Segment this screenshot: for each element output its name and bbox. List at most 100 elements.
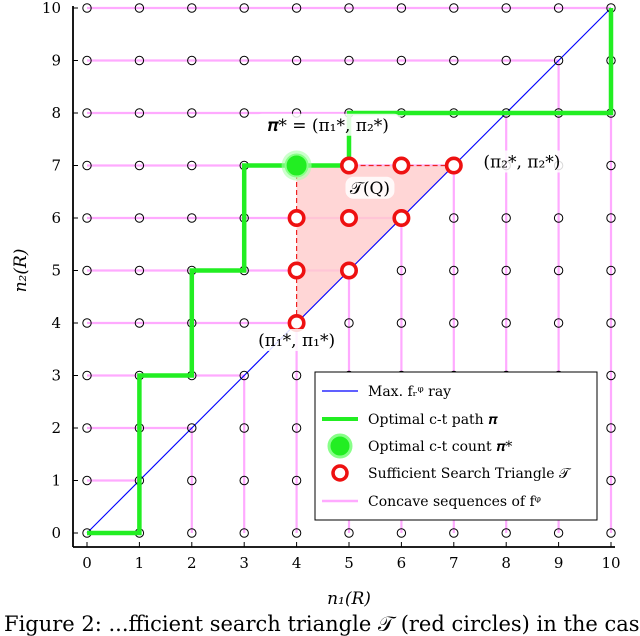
lattice-point-4-3 (291, 370, 302, 381)
lattice-point-4-2 (291, 423, 302, 433)
lattice-point-7-0 (449, 528, 459, 538)
lattice-point-5-10 (344, 3, 354, 13)
legend-swatch-count (327, 433, 353, 459)
lattice-point-10-3 (606, 370, 616, 381)
y-tick-label-10: 10 (42, 0, 61, 17)
x-tick-label-10: 10 (601, 554, 620, 572)
lattice-point-2-8 (187, 108, 197, 118)
lattice-point-0-2 (82, 423, 92, 433)
lattice-point-6-10 (396, 3, 407, 13)
legend-box (314, 371, 598, 521)
lattice-point-8-5 (501, 265, 511, 276)
axes-layer: 0 1 2 3 4 5 6 7 8 9 10 0 1 2 3 4 5 6 7 8 9 10 n₁(R) n₂(R) (11, 0, 621, 609)
y-tick-label-9: 9 (51, 52, 61, 70)
y-tick-label-1: 1 (51, 472, 61, 490)
lattice-point-2-10 (187, 3, 197, 13)
lattice-point-1-5 (134, 265, 145, 276)
triangle-marker-4-4 (287, 313, 306, 332)
lattice-point-8-9 (501, 55, 511, 66)
lattice-point-1-6 (134, 213, 145, 223)
lattice-point-7-9 (449, 55, 459, 66)
x-tick-label-2: 2 (187, 554, 197, 572)
x-tick-label-7: 7 (449, 554, 459, 572)
lattice-point-1-8 (134, 108, 145, 118)
lattice-point-2-1 (187, 475, 197, 486)
y-tick-label-7: 7 (51, 157, 61, 175)
x-tick-label-8: 8 (501, 554, 511, 572)
lattice-point-0-10 (82, 3, 92, 13)
lattice-point-5-0 (344, 528, 354, 538)
lattice-point-9-6 (553, 213, 564, 223)
triangle-marker-5-5 (339, 261, 358, 280)
lattice-point-2-2 (187, 423, 197, 433)
lattice-point-5-4 (344, 318, 354, 328)
x-tick-label-9: 9 (554, 554, 564, 572)
lattice-point-6-5 (396, 265, 407, 276)
legend-label-ray: Max. fᵣᵠ ray (368, 384, 451, 400)
lattice-point-0-9 (82, 55, 92, 66)
triangle-marker-4-5 (287, 261, 306, 280)
legend-label-count: Optimal c-t count 𝝅* (368, 439, 512, 455)
lattice-point-3-0 (239, 528, 249, 538)
lattice-point-1-9 (134, 55, 145, 66)
legend-label-triangle: Sufficient Search Triangle 𝒯 (368, 466, 572, 482)
lattice-point-9-10 (553, 3, 564, 13)
y-tick-label-6: 6 (51, 209, 61, 227)
legend-label-path: Optimal c-t path 𝝅 (368, 412, 498, 428)
annotations-layer: 𝝅* = (π₁*, π₂*) 𝒯(Q) (π₂*, π₂*) (π₁*, π₁*) (249, 113, 569, 351)
x-tick-label-1: 1 (135, 554, 145, 572)
y-tick-label-8: 8 (51, 104, 61, 122)
lattice-point-0-7 (82, 160, 92, 171)
lattice-point-4-10 (291, 3, 302, 13)
legend-label-concave: Concave sequences of fᵠ (368, 494, 541, 510)
lattice-point-5-9 (344, 55, 354, 66)
triangle-marker-6-7 (392, 156, 411, 175)
lattice-point-1-10 (134, 3, 145, 13)
lattice-point-10-6 (606, 213, 616, 223)
optimal-path-line (87, 8, 614, 536)
lattice-point-10-0 (606, 528, 616, 538)
lattice-point-8-10 (501, 3, 511, 13)
lattice-point-10-5 (606, 265, 616, 276)
optimal-count-marker (284, 153, 309, 178)
lattice-point-4-1 (291, 475, 302, 486)
annotation-bg-3 (249, 329, 344, 351)
annotation-bg-0 (254, 113, 403, 136)
x-tick-label-0: 0 (82, 554, 92, 572)
annotation-bg-1 (345, 176, 395, 199)
lattice-point-0-8 (82, 108, 92, 118)
y-tick-label-3: 3 (51, 367, 61, 385)
lattice-point-0-5 (82, 265, 92, 276)
lattice-point-10-7 (606, 160, 616, 171)
lattice-point-8-6 (501, 213, 511, 223)
lattice-point-3-3 (239, 370, 249, 381)
x-tick-label-6: 6 (397, 554, 407, 572)
lattice-point-3-2 (239, 423, 249, 433)
lattice-point-1-7 (134, 160, 145, 171)
lattice-point-1-4 (134, 318, 145, 328)
legend: Max. fᵣᵠ ray Optimal c-t path 𝝅 Optimal … (314, 371, 598, 521)
lattice-point-9-0 (553, 528, 564, 538)
lattice-point-7-10 (449, 3, 459, 13)
lattice-point-0-1 (82, 475, 92, 486)
lattice-point-0-6 (82, 213, 92, 223)
optimal-path-layer (87, 8, 614, 536)
caption: Figure 2: ...fficient search triangle 𝒯 … (4, 612, 640, 636)
x-tick-label-3: 3 (239, 554, 249, 572)
lattice-point-3-9 (239, 55, 249, 66)
triangle-marker-5-6 (339, 209, 358, 228)
triangle-marker-5-7 (339, 156, 358, 175)
annotation-3: (π₁*, π₁*) (258, 331, 335, 351)
lattice-point-10-1 (606, 475, 616, 486)
lattice-point-2-9 (187, 55, 197, 66)
y-tick-label-2: 2 (51, 419, 61, 437)
y-axis-label: n₂(R) (11, 249, 31, 293)
lattice-point-6-9 (396, 55, 407, 66)
legend-swatch-triangle (331, 464, 349, 482)
lattice-point-0-4 (82, 318, 92, 328)
lattice-point-4-0 (291, 528, 302, 538)
x-tick-label-4: 4 (292, 554, 302, 572)
y-tick-label-5: 5 (51, 262, 61, 280)
annotation-bg-2 (474, 150, 569, 173)
lattice-point-0-3 (82, 370, 92, 381)
